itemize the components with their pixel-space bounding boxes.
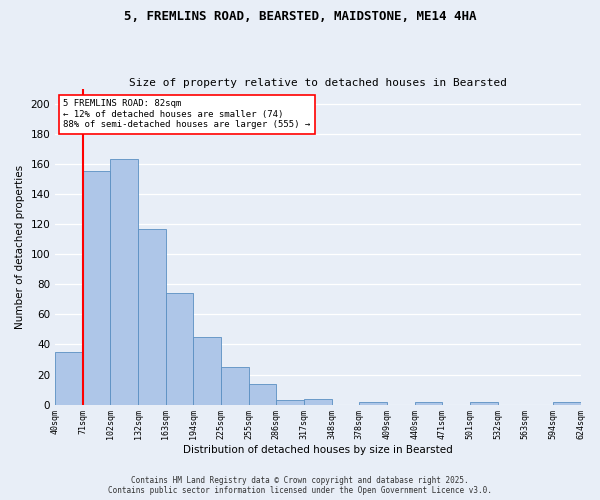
Bar (277, 400, 304, 404)
Bar (304, 398, 332, 404)
Bar (55, 352, 83, 405)
Bar (110, 160, 138, 404)
Bar (249, 384, 277, 404)
Bar (138, 228, 166, 404)
Bar (359, 402, 387, 404)
X-axis label: Distribution of detached houses by size in Bearsted: Distribution of detached houses by size … (183, 445, 453, 455)
Text: 5, FREMLINS ROAD, BEARSTED, MAIDSTONE, ME14 4HA: 5, FREMLINS ROAD, BEARSTED, MAIDSTONE, M… (124, 10, 476, 23)
Bar (166, 294, 193, 405)
Bar (193, 337, 221, 404)
Text: Contains HM Land Registry data © Crown copyright and database right 2025.
Contai: Contains HM Land Registry data © Crown c… (108, 476, 492, 495)
Bar (415, 402, 442, 404)
Title: Size of property relative to detached houses in Bearsted: Size of property relative to detached ho… (129, 78, 507, 88)
Bar (553, 402, 581, 404)
Text: 5 FREMLINS ROAD: 82sqm
← 12% of detached houses are smaller (74)
88% of semi-det: 5 FREMLINS ROAD: 82sqm ← 12% of detached… (64, 100, 311, 129)
Y-axis label: Number of detached properties: Number of detached properties (15, 164, 25, 328)
Bar (470, 402, 497, 404)
Bar (83, 172, 110, 404)
Bar (221, 367, 249, 405)
